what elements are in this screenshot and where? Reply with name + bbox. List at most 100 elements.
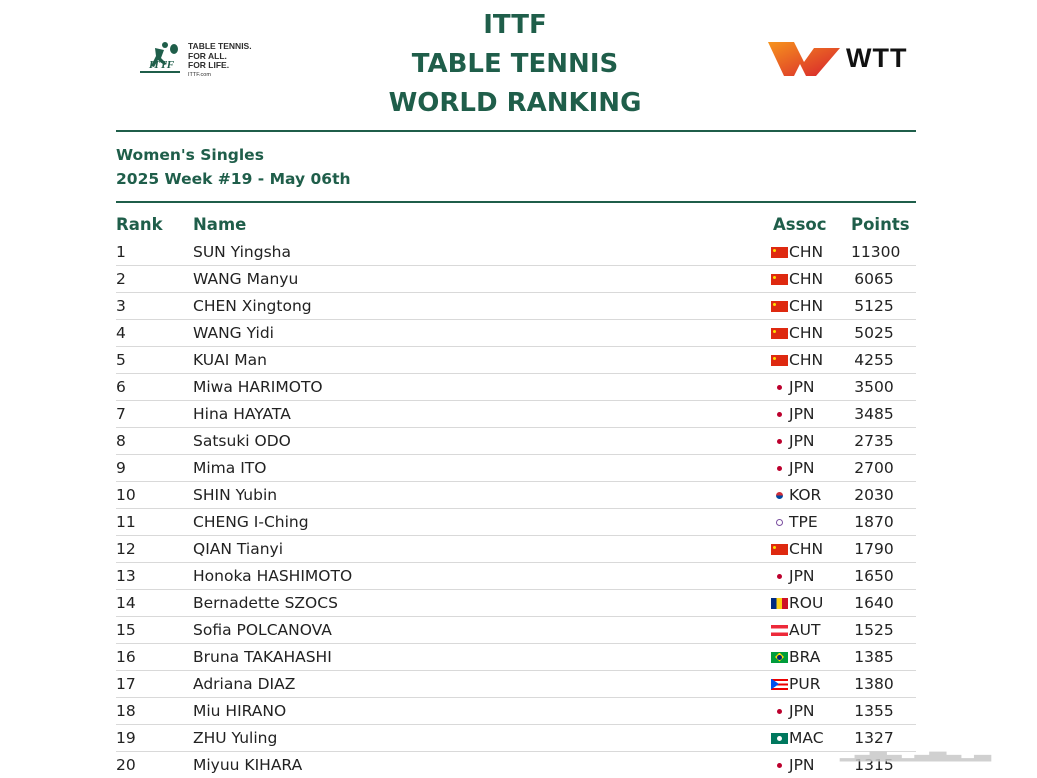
table-row: 10 SHIN Yubin KOR 2030 bbox=[116, 482, 916, 509]
rank-cell: 10 bbox=[116, 486, 136, 504]
rank-cell: 9 bbox=[116, 459, 126, 477]
assoc-code: AUT bbox=[789, 621, 821, 639]
jpn-flag-icon bbox=[771, 705, 788, 717]
points-cell: 1640 bbox=[854, 594, 894, 612]
ittf-logo: ITTF TABLE TENNIS. FOR ALL. FOR LIFE. IT… bbox=[140, 40, 280, 80]
jpn-flag-icon bbox=[771, 408, 788, 420]
assoc-code: JPN bbox=[789, 756, 815, 774]
table-row: 12 QIAN Tianyi CHN 1790 bbox=[116, 536, 916, 563]
player-name: Sofia POLCANOVA bbox=[193, 621, 332, 639]
svg-text:ITTF: ITTF bbox=[148, 59, 175, 71]
assoc-cell: ROU bbox=[771, 594, 823, 612]
player-name: Adriana DIAZ bbox=[193, 675, 296, 693]
table-row: 11 CHENG I-Ching TPE 1870 bbox=[116, 509, 916, 536]
assoc-cell: CHN bbox=[771, 297, 823, 315]
ittf-tagline: TABLE TENNIS. FOR ALL. FOR LIFE. ITTF.co… bbox=[188, 41, 252, 80]
assoc-code: CHN bbox=[789, 243, 824, 261]
rank-cell: 7 bbox=[116, 405, 126, 423]
assoc-code: ROU bbox=[789, 594, 824, 612]
rank-cell: 20 bbox=[116, 756, 136, 774]
assoc-cell: JPN bbox=[771, 405, 815, 423]
title-line-1: ITTF bbox=[483, 10, 547, 40]
points-cell: 1380 bbox=[854, 675, 894, 693]
table-row: 14 Bernadette SZOCS ROU 1640 bbox=[116, 590, 916, 617]
chn-flag-icon bbox=[771, 327, 788, 339]
points-cell: 1525 bbox=[854, 621, 894, 639]
assoc-cell: JPN bbox=[771, 378, 815, 396]
rank-cell: 12 bbox=[116, 540, 136, 558]
page-title: ITTF TABLE TENNIS WORLD RANKING bbox=[360, 6, 670, 123]
rank-cell: 15 bbox=[116, 621, 136, 639]
jpn-flag-icon bbox=[771, 381, 788, 393]
player-name: Bernadette SZOCS bbox=[193, 594, 338, 612]
player-name: Hina HAYATA bbox=[193, 405, 291, 423]
table-row: 8 Satsuki ODO JPN 2735 bbox=[116, 428, 916, 455]
wtt-logo: WTT bbox=[766, 40, 921, 78]
assoc-cell: AUT bbox=[771, 621, 820, 639]
points-cell: 1315 bbox=[854, 756, 894, 774]
assoc-code: TPE bbox=[789, 513, 818, 531]
assoc-code: JPN bbox=[789, 459, 815, 477]
assoc-cell: JPN bbox=[771, 432, 815, 450]
rank-cell: 19 bbox=[116, 729, 136, 747]
title-line-2: TABLE TENNIS bbox=[411, 49, 619, 79]
pur-flag-icon bbox=[771, 678, 788, 690]
divider-top bbox=[116, 130, 916, 132]
chn-flag-icon bbox=[771, 354, 788, 366]
points-cell: 1790 bbox=[854, 540, 894, 558]
assoc-code: JPN bbox=[789, 702, 815, 720]
assoc-cell: JPN bbox=[771, 567, 815, 585]
player-name: QIAN Tianyi bbox=[193, 540, 283, 558]
ittf-tag-line-3: FOR LIFE. bbox=[188, 60, 230, 70]
points-cell: 11300 bbox=[851, 243, 901, 261]
aut-flag-icon bbox=[771, 624, 788, 636]
event-category: Women's Singles bbox=[116, 146, 264, 164]
table-row: 13 Honoka HASHIMOTO JPN 1650 bbox=[116, 563, 916, 590]
points-cell: 2030 bbox=[854, 486, 894, 504]
points-cell: 3500 bbox=[854, 378, 894, 396]
player-name: ZHU Yuling bbox=[193, 729, 278, 747]
points-cell: 1870 bbox=[854, 513, 894, 531]
player-name: CHEN Xingtong bbox=[193, 297, 312, 315]
assoc-code: JPN bbox=[789, 567, 815, 585]
rank-cell: 13 bbox=[116, 567, 136, 585]
table-row: 5 KUAI Man CHN 4255 bbox=[116, 347, 916, 374]
wtt-wordmark: WTT bbox=[846, 43, 908, 73]
player-name: Honoka HASHIMOTO bbox=[193, 567, 353, 585]
player-name: Mima ITO bbox=[193, 459, 267, 477]
assoc-code: CHN bbox=[789, 351, 824, 369]
assoc-cell: CHN bbox=[771, 540, 823, 558]
rank-cell: 2 bbox=[116, 270, 126, 288]
table-row: 1 SUN Yingsha CHN 11300 bbox=[116, 239, 916, 266]
tpe-flag-icon bbox=[771, 516, 788, 528]
title-line-3: WORLD RANKING bbox=[388, 88, 642, 118]
assoc-code: MAC bbox=[789, 729, 824, 747]
assoc-cell: CHN bbox=[771, 324, 823, 342]
rank-cell: 5 bbox=[116, 351, 126, 369]
event-week: 2025 Week #19 - May 06th bbox=[116, 170, 351, 188]
rank-cell: 16 bbox=[116, 648, 136, 666]
rank-cell: 14 bbox=[116, 594, 136, 612]
rank-cell: 18 bbox=[116, 702, 136, 720]
rank-cell: 8 bbox=[116, 432, 126, 450]
assoc-cell: TPE bbox=[771, 513, 818, 531]
assoc-cell: PUR bbox=[771, 675, 820, 693]
table-row: 20 Miyuu KIHARA JPN 1315 bbox=[116, 752, 916, 778]
divider-bottom bbox=[116, 201, 916, 203]
assoc-cell: CHN bbox=[771, 351, 823, 369]
points-cell: 2700 bbox=[854, 459, 894, 477]
rou-flag-icon bbox=[771, 597, 788, 609]
watermark: ▁▂▃▂▁▂▃▂▁▂ bbox=[840, 737, 991, 762]
jpn-flag-icon bbox=[771, 759, 788, 771]
jpn-flag-icon bbox=[771, 570, 788, 582]
points-cell: 4255 bbox=[854, 351, 894, 369]
player-name: SUN Yingsha bbox=[193, 243, 291, 261]
assoc-code: CHN bbox=[789, 324, 824, 342]
ranking-table: 1 SUN Yingsha CHN 11300 2 WANG Manyu CHN 6065 3 C… bbox=[116, 239, 916, 778]
rank-cell: 4 bbox=[116, 324, 126, 342]
points-cell: 1650 bbox=[854, 567, 894, 585]
player-name: Miyuu KIHARA bbox=[193, 756, 303, 774]
table-row: 7 Hina HAYATA JPN 3485 bbox=[116, 401, 916, 428]
table-row: 6 Miwa HARIMOTO JPN 3500 bbox=[116, 374, 916, 401]
ittf-tag-url: ITTF.com bbox=[188, 71, 211, 78]
